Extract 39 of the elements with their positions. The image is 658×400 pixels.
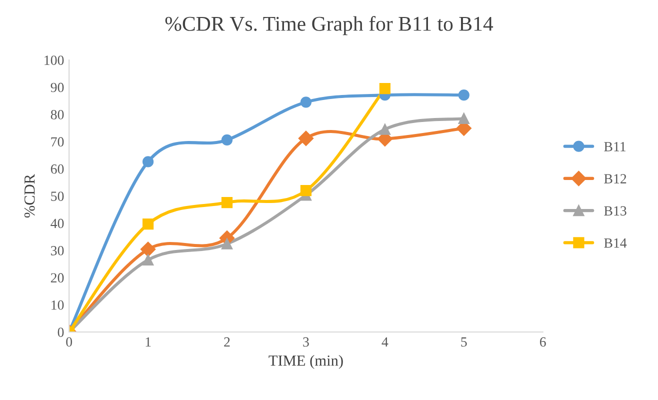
x-tick-label: 4 (382, 337, 388, 346)
point (458, 112, 470, 124)
point (298, 130, 314, 146)
x-tick-label: 6 (540, 337, 546, 347)
y-tick-label: 60 (50, 164, 64, 174)
y-tick-label: 20 (50, 273, 64, 283)
x-tick-label: 1 (146, 337, 151, 346)
y-tick-label: 100 (44, 56, 64, 65)
point (221, 134, 233, 146)
legend-label: B13 (604, 206, 626, 216)
legend-label: B11 (604, 142, 626, 152)
y-tick-label: 90 (50, 82, 64, 92)
chart-title: %CDR Vs. Time Graph for B11 to B14 (165, 16, 494, 36)
point (140, 242, 156, 257)
point (379, 124, 390, 135)
y-tick-label: 30 (51, 246, 64, 256)
point (458, 90, 470, 101)
point (300, 185, 312, 196)
y-tick-label: 0 (58, 328, 64, 337)
point (221, 238, 233, 250)
x-axis-title: TIME (min) (268, 355, 343, 369)
legend-label: B14 (604, 238, 627, 248)
y-tick-label: 50 (51, 192, 64, 201)
point (142, 218, 154, 230)
point (379, 83, 390, 94)
x-tick-label: 5 (461, 337, 467, 347)
y-tick-label: 10 (52, 300, 64, 310)
y-tick-label: 40 (50, 218, 64, 228)
point (300, 96, 312, 108)
point (142, 156, 154, 168)
x-tick-label: 0 (66, 337, 72, 347)
y-tick-label: 80 (50, 110, 64, 120)
x-tick-label: 3 (303, 337, 309, 347)
point (142, 254, 154, 266)
y-axis-title: %CDR (24, 174, 35, 218)
x-tick-label: 2 (224, 337, 230, 346)
y-tick-label: 70 (51, 137, 64, 147)
point (221, 196, 233, 208)
legend-label: B12 (604, 174, 626, 184)
